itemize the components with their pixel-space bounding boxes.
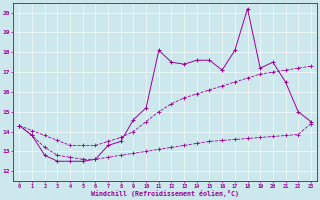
X-axis label: Windchill (Refroidissement éolien,°C): Windchill (Refroidissement éolien,°C): [91, 190, 239, 197]
